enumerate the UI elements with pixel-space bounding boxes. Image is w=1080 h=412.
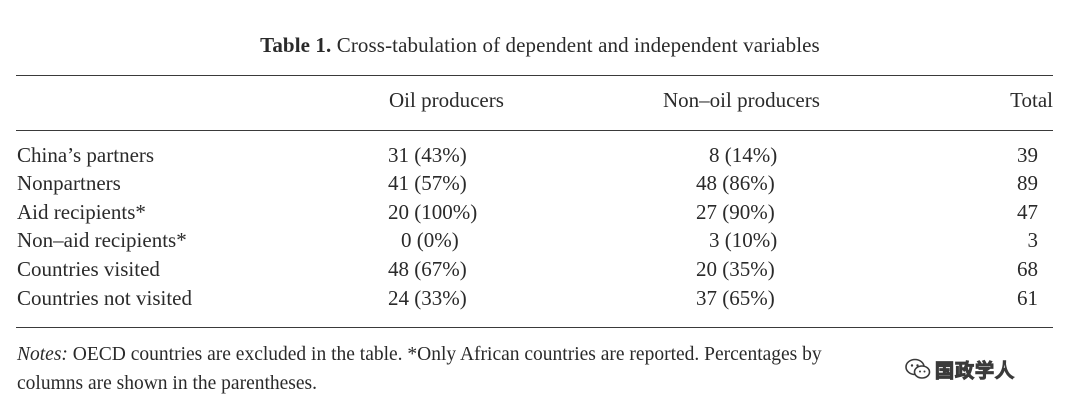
row-label: China’s partners — [17, 143, 155, 167]
cell-oil: 48 (67%) — [388, 257, 467, 281]
cell-total: 61 — [1017, 286, 1038, 310]
watermark: 国政学人 — [905, 352, 1055, 386]
row-label: Aid recipients* — [17, 200, 146, 224]
table-row: Countries visited 48 (67%) 20 (35%) 68 — [0, 257, 1080, 285]
watermark-text: 国政学人 — [934, 359, 1016, 382]
header-rule — [16, 130, 1053, 131]
cell-oil: 41 (57%) — [388, 171, 467, 195]
row-label: Nonpartners — [17, 171, 121, 195]
notes-line-2: columns are shown in the parentheses. — [17, 373, 318, 394]
cell-non-oil: 27 (90%) — [696, 200, 775, 224]
cell-total: 47 — [1017, 200, 1038, 224]
cell-total: 3 — [1027, 228, 1039, 252]
table-row: Aid recipients* 20 (100%) 27 (90%) 47 — [0, 200, 1080, 228]
row-label: Countries visited — [17, 257, 160, 281]
bottom-rule — [16, 327, 1053, 328]
row-label: Non–aid recipients* — [17, 228, 187, 252]
row-label: Countries not visited — [17, 286, 192, 310]
table-row: Nonpartners 41 (57%) 48 (86%) 89 — [0, 171, 1080, 199]
table-title: Cross-tabulation of dependent and indepe… — [331, 33, 820, 57]
table-row: China’s partners 31 (43%) 8 (14%) 39 — [0, 143, 1080, 171]
header-total: Total — [1010, 88, 1053, 112]
cell-oil: 0 (0%) — [401, 228, 459, 252]
notes-lead: Notes: — [17, 344, 68, 365]
header-oil-producers: Oil producers — [389, 88, 504, 112]
cell-oil: 20 (100%) — [388, 200, 478, 224]
cell-non-oil: 8 (14%) — [709, 143, 778, 167]
cell-total: 89 — [1017, 171, 1038, 195]
wechat-icon — [905, 358, 931, 379]
header-non-oil-producers: Non–oil producers — [663, 88, 820, 112]
cell-oil: 31 (43%) — [388, 143, 467, 167]
cell-total: 39 — [1017, 143, 1038, 167]
cell-total: 68 — [1017, 257, 1038, 281]
cell-non-oil: 37 (65%) — [696, 286, 775, 310]
table-row: Non–aid recipients* 0 (0%) 3 (10%) 3 — [0, 228, 1080, 256]
table-row: Countries not visited 24 (33%) 37 (65%) … — [0, 286, 1080, 314]
top-rule — [16, 75, 1053, 76]
table-caption: Table 1. Cross-tabulation of dependent a… — [0, 33, 1080, 58]
cell-non-oil: 20 (35%) — [696, 257, 775, 281]
table-notes: Notes: OECD countries are excluded in th… — [17, 340, 1057, 398]
cell-oil: 24 (33%) — [388, 286, 467, 310]
cell-non-oil: 3 (10%) — [709, 228, 778, 252]
cell-non-oil: 48 (86%) — [696, 171, 775, 195]
notes-line-1: OECD countries are excluded in the table… — [67, 344, 822, 365]
table-number: Table 1. — [260, 33, 332, 57]
